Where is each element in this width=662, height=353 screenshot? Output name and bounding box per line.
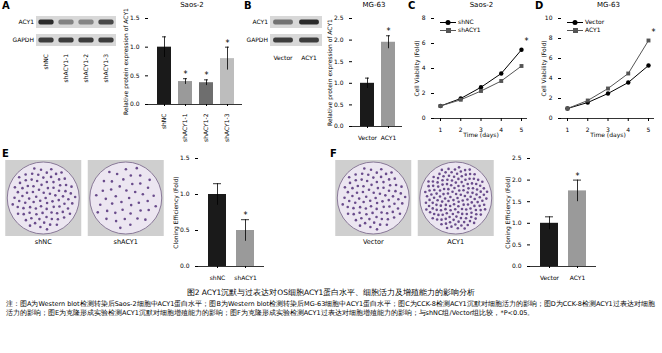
svg-text:shACY1-1: shACY1-1 (62, 54, 69, 83)
svg-text:1.0: 1.0 (334, 79, 344, 86)
svg-text:GAPDH: GAPDH (12, 36, 34, 43)
svg-text:ACY1: ACY1 (252, 18, 268, 25)
svg-text:2.0: 2.0 (334, 36, 344, 43)
html-text:F: F (330, 148, 337, 159)
svg-text:1.0: 1.0 (180, 190, 190, 197)
svg-text:ACY1: ACY1 (18, 18, 34, 25)
svg-text:Vector: Vector (363, 238, 384, 246)
svg-text:1.0: 1.0 (130, 43, 140, 50)
html-text:D: D (535, 0, 544, 11)
svg-text:ACY1: ACY1 (381, 134, 397, 141)
svg-text:0.0: 0.0 (334, 122, 344, 129)
svg-text:*: * (205, 71, 209, 80)
svg-text:Relative protein expression of: Relative protein expression of ACY1 (326, 19, 334, 126)
svg-text:5: 5 (520, 126, 524, 133)
svg-text:5: 5 (647, 126, 651, 133)
svg-text:8: 8 (549, 34, 553, 41)
html-text:ACY1: ACY1 (585, 26, 601, 33)
svg-text:Cell Viability (Fold): Cell Viability (Fold) (413, 40, 421, 96)
svg-text:shACY1-2: shACY1-2 (82, 54, 89, 83)
svg-text:GAPDH: GAPDH (246, 36, 268, 43)
svg-text:1: 1 (439, 126, 443, 133)
svg-text:4: 4 (422, 64, 426, 71)
svg-text:0.0: 0.0 (512, 262, 522, 269)
svg-text:*: * (387, 27, 391, 36)
svg-text:*: * (576, 172, 580, 181)
svg-text:1.5: 1.5 (512, 198, 522, 205)
html-text:shACY1: shACY1 (458, 26, 481, 33)
html-text:注：图A为Western blot检测转染后Saos-2细胞: 注：图A为Western blot检测转染后Saos-2细胞中ACY1蛋白水平；… (6, 300, 655, 317)
svg-text:3: 3 (479, 125, 483, 133)
svg-text:0.5: 0.5 (130, 72, 140, 79)
svg-text:shACY1: shACY1 (114, 238, 138, 246)
svg-text:shACY1: shACY1 (234, 274, 257, 281)
svg-text:8: 8 (422, 14, 426, 21)
svg-text:2: 2 (549, 94, 553, 101)
svg-text:0.5: 0.5 (334, 101, 344, 108)
svg-text:4: 4 (626, 126, 630, 133)
svg-text:shNC: shNC (160, 114, 167, 130)
svg-text:*: * (525, 37, 529, 46)
svg-text:1.5: 1.5 (130, 14, 140, 21)
svg-text:3: 3 (606, 125, 610, 133)
html-text:MG-63: MG-63 (597, 1, 620, 9)
svg-text:1.5: 1.5 (180, 154, 190, 161)
svg-text:0.0: 0.0 (180, 262, 190, 269)
svg-text:1: 1 (566, 126, 570, 133)
html-text:Saos-2: Saos-2 (469, 1, 494, 9)
svg-text:*: * (244, 211, 248, 220)
svg-text:*: * (652, 28, 656, 37)
svg-text:0.0: 0.0 (130, 100, 140, 107)
svg-text:*: * (184, 70, 188, 79)
svg-text:Vector: Vector (273, 54, 293, 61)
svg-text:Time (days): Time (days) (589, 131, 625, 139)
svg-text:shNC: shNC (42, 54, 49, 70)
svg-text:shNC: shNC (35, 238, 52, 246)
svg-text:shACY1-3: shACY1-3 (102, 54, 109, 83)
svg-text:2.5: 2.5 (512, 154, 522, 161)
svg-text:ACY1: ACY1 (570, 274, 586, 281)
svg-text:ACY1: ACY1 (447, 238, 464, 246)
svg-text:shACY1-3: shACY1-3 (223, 113, 230, 142)
svg-text:*: * (226, 39, 230, 48)
svg-text:shACY1-2: shACY1-2 (202, 113, 209, 142)
svg-text:0: 0 (422, 114, 426, 121)
html-text:shNC: shNC (458, 18, 474, 25)
svg-text:6: 6 (549, 54, 553, 61)
html-text:B: B (244, 0, 252, 11)
svg-text:Cloning Efficiency (Fold): Cloning Efficiency (Fold) (504, 176, 512, 248)
svg-text:2: 2 (422, 89, 426, 96)
svg-text:2.0: 2.0 (512, 176, 522, 183)
svg-text:1.5: 1.5 (334, 58, 344, 65)
svg-text:Cloning Efficiency (Fold): Cloning Efficiency (Fold) (172, 176, 180, 248)
html-text:图2 ACY1沉默与过表达对OS细胞ACY1蛋白水平、细胞活: 图2 ACY1沉默与过表达对OS细胞ACY1蛋白水平、细胞活力及增殖能力的影响分… (186, 288, 476, 297)
svg-text:0: 0 (549, 114, 553, 121)
svg-text:Relative protein expression of: Relative protein expression of ACY1 (122, 8, 130, 115)
svg-text:2: 2 (586, 126, 590, 133)
html-text:MG-63: MG-63 (362, 1, 386, 9)
html-text:E: E (2, 148, 9, 159)
html-text:A: A (2, 0, 10, 11)
svg-text:4: 4 (499, 126, 503, 133)
svg-text:6: 6 (422, 39, 426, 46)
svg-text:ACY1: ACY1 (301, 54, 317, 61)
html-text:Saos-2: Saos-2 (180, 1, 204, 9)
svg-text:10: 10 (545, 14, 553, 21)
svg-text:2: 2 (459, 126, 463, 133)
svg-text:4: 4 (549, 74, 553, 81)
svg-text:Cell Viability (Fold): Cell Viability (Fold) (540, 40, 548, 96)
svg-text:0.5: 0.5 (180, 226, 190, 233)
svg-text:Vector: Vector (358, 134, 378, 141)
svg-text:shNC: shNC (210, 274, 226, 281)
svg-text:0.5: 0.5 (512, 241, 522, 248)
html-text:C: C (408, 0, 416, 11)
svg-text:1.0: 1.0 (512, 219, 522, 226)
svg-text:shACY1-1: shACY1-1 (181, 113, 188, 142)
svg-text:Vector: Vector (540, 274, 560, 281)
svg-text:2.5: 2.5 (334, 14, 344, 21)
html-text:Vector: Vector (585, 18, 605, 25)
svg-text:Time (days): Time (days) (462, 131, 498, 139)
